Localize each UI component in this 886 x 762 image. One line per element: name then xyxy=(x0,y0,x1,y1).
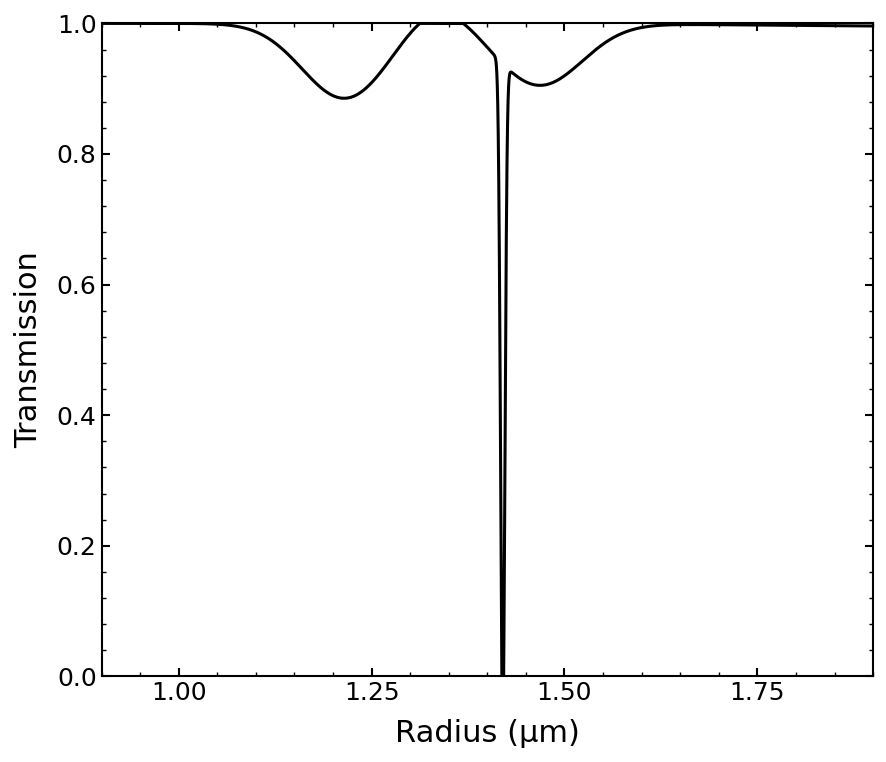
X-axis label: Radius (μm): Radius (μm) xyxy=(394,719,579,748)
Y-axis label: Transmission: Transmission xyxy=(14,251,43,448)
